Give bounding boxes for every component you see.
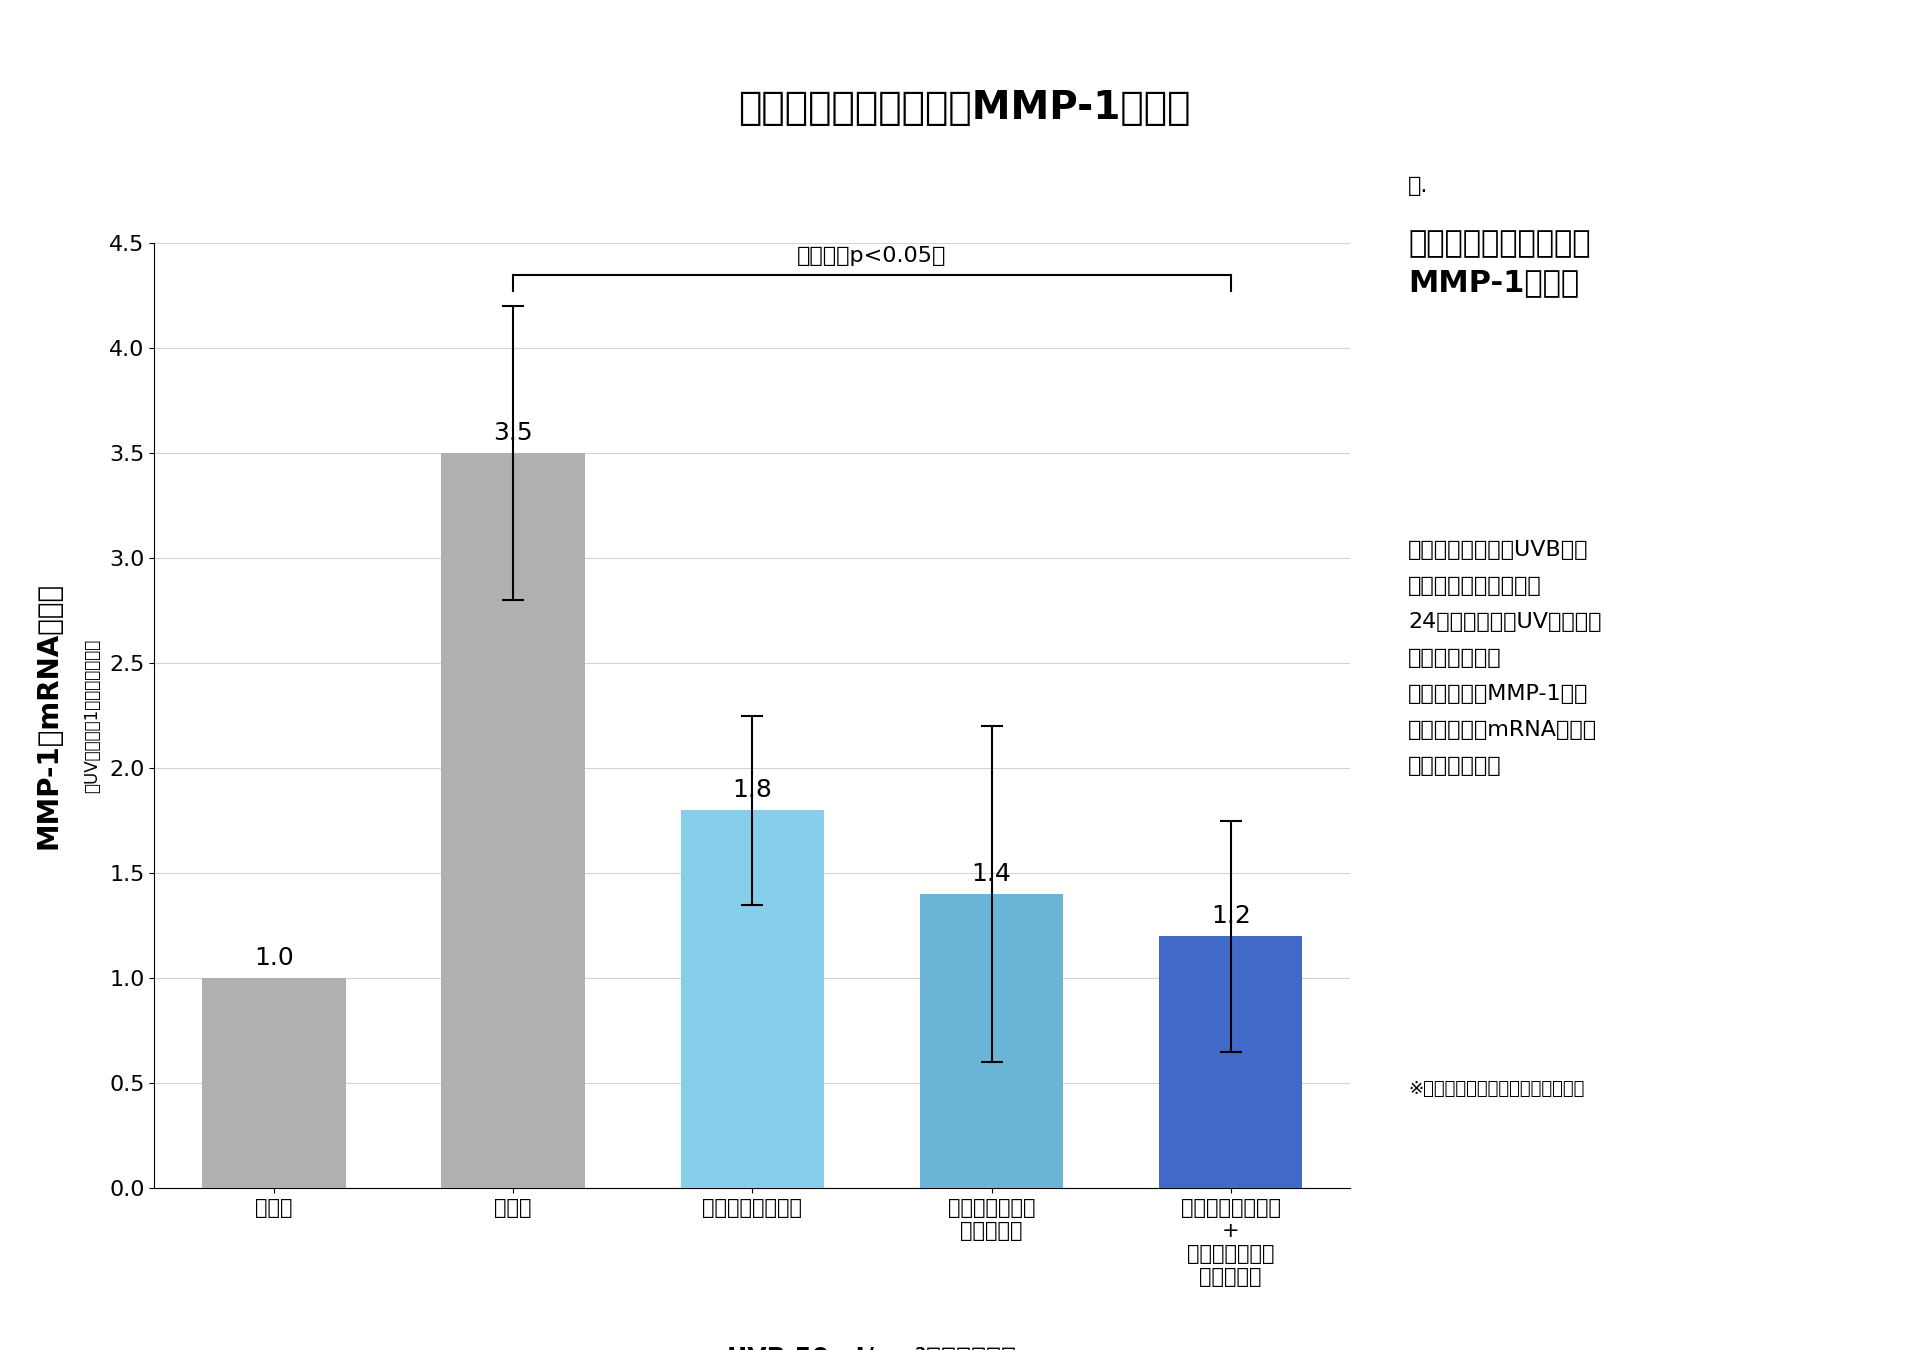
Text: 有意差（p<0.05）: 有意差（p<0.05）	[797, 246, 947, 266]
Text: ※エラーバーは、平均値＋標準偏差: ※エラーバーは、平均値＋標準偏差	[1408, 1080, 1584, 1098]
Text: MMP-1のmRNA発現比: MMP-1のmRNA発現比	[35, 582, 62, 849]
Bar	[681, 810, 824, 1188]
Bar	[442, 454, 584, 1188]
Text: 図.: 図.	[1408, 176, 1429, 196]
Text: 1.2: 1.2	[1211, 903, 1250, 927]
Text: 1.4: 1.4	[972, 861, 1011, 886]
Text: 真皮線維芽細胞にUVBを照
射後、各試料を添加。
24時間後、再度UVを照射し
各試料を添加。
一定時間後にMMP-1発現
の指標となるmRNAの発現
量を評価: 真皮線維芽細胞にUVBを照 射後、各試料を添加。 24時間後、再度UVを照射し …	[1408, 540, 1601, 776]
Text: （UV未照射を1とした時の値）: （UV未照射を1とした時の値）	[83, 639, 102, 792]
Text: 光老化モデルにおける
MMP-1の発現: 光老化モデルにおける MMP-1の発現	[1408, 230, 1591, 297]
Bar	[1159, 936, 1302, 1188]
Text: 1.8: 1.8	[733, 778, 772, 802]
Text: 1.0: 1.0	[255, 945, 293, 969]
Bar	[203, 977, 345, 1188]
Text: 光老化モデルにおけるMMP-1の発現: 光老化モデルにおけるMMP-1の発現	[739, 89, 1190, 127]
Bar	[920, 894, 1063, 1188]
Text: 3.5: 3.5	[494, 421, 532, 444]
Text: UVB 50mJ/cm²（２回照射）: UVB 50mJ/cm²（２回照射）	[727, 1346, 1017, 1350]
